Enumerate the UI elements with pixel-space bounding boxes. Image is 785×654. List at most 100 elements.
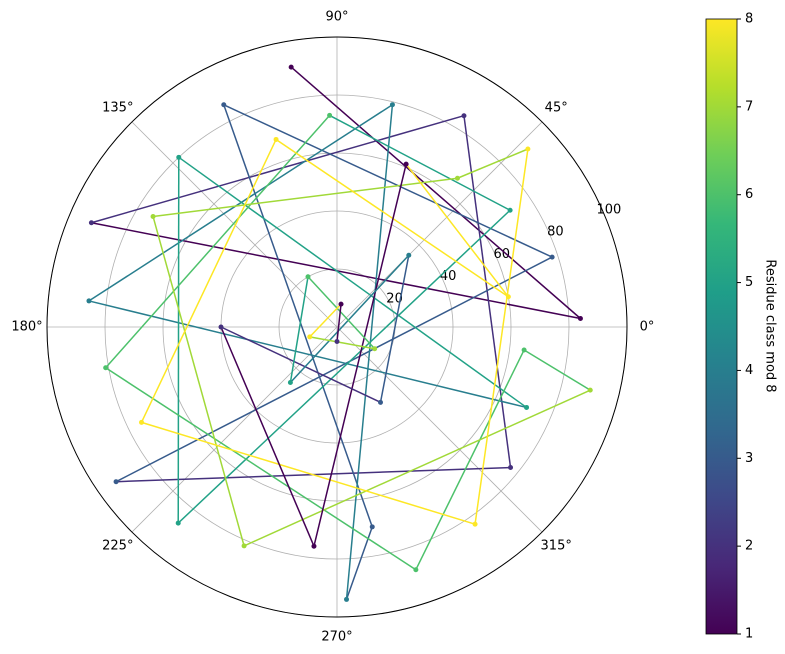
point: [549, 254, 555, 260]
segment: [329, 114, 511, 211]
segment: [91, 114, 465, 224]
segment: [289, 276, 309, 383]
colorbar-tick-label: 3: [745, 451, 753, 466]
point: [403, 161, 409, 167]
segment: [523, 349, 591, 391]
point: [372, 346, 378, 352]
colorbar-tick-label: 4: [745, 363, 753, 378]
segment: [115, 256, 553, 483]
segment: [105, 114, 331, 369]
segment: [223, 104, 553, 258]
point: [241, 543, 247, 549]
segment: [141, 421, 476, 525]
segment: [290, 66, 581, 320]
colorbar-tick-label: 8: [745, 12, 753, 27]
segment: [336, 304, 342, 342]
point: [338, 301, 344, 307]
point: [150, 213, 156, 219]
segment: [313, 163, 407, 547]
point: [461, 113, 467, 119]
polar-frame: [46, 36, 628, 618]
r-tick-label: 100: [597, 203, 622, 218]
segment: [140, 139, 277, 423]
point: [103, 365, 109, 371]
segment: [152, 216, 245, 547]
point: [176, 154, 182, 160]
segment: [457, 148, 529, 179]
r-grid-line: [104, 94, 570, 560]
colorbar-tick-label: 6: [745, 187, 753, 202]
segment: [309, 303, 342, 338]
point: [218, 324, 224, 330]
point: [508, 465, 514, 471]
segment: [275, 138, 509, 298]
segment: [105, 367, 417, 571]
point: [307, 334, 313, 340]
segment: [289, 254, 410, 384]
colorbar-tick-label: 2: [745, 539, 753, 554]
segment: [345, 104, 394, 600]
segment: [405, 163, 509, 298]
point: [175, 520, 181, 526]
colorbar-label: Residue class mod 8: [763, 259, 778, 392]
point: [454, 175, 460, 181]
point: [334, 339, 340, 344]
point: [406, 252, 412, 258]
point: [344, 596, 350, 602]
segment: [177, 209, 511, 524]
segment: [178, 156, 527, 409]
r-tick-label: 20: [386, 291, 403, 306]
segment: [177, 157, 180, 524]
theta-tick-label: 45°: [545, 100, 568, 115]
theta-tick-label: 90°: [325, 10, 348, 25]
point: [311, 543, 317, 549]
point: [389, 102, 395, 108]
segment: [474, 148, 529, 525]
segment: [220, 326, 315, 547]
point: [86, 298, 92, 304]
theta-tick-label: 0°: [640, 320, 655, 335]
point: [472, 521, 478, 527]
point: [524, 404, 530, 410]
theta-tick-label: 270°: [321, 630, 352, 645]
segment: [309, 336, 375, 350]
point: [525, 146, 531, 152]
r-tick-label: 80: [547, 225, 564, 240]
point: [113, 479, 119, 485]
segment: [415, 349, 525, 571]
theta-tick-label: 225°: [102, 539, 133, 554]
segment: [307, 276, 376, 350]
segment: [243, 389, 591, 547]
segment: [463, 115, 512, 468]
point: [577, 315, 583, 321]
point: [287, 380, 293, 386]
point: [139, 419, 145, 425]
segment: [220, 326, 381, 404]
point: [521, 347, 527, 353]
point: [413, 567, 419, 573]
point: [305, 274, 311, 280]
colorbar-tick-label: 7: [745, 99, 753, 114]
point: [587, 387, 593, 393]
segment: [379, 255, 410, 403]
theta-tick-label: 180°: [11, 320, 42, 335]
theta-tick-label: 315°: [541, 539, 572, 554]
point: [273, 136, 279, 142]
theta-grid-line: [131, 326, 338, 533]
segment: [88, 300, 527, 409]
point: [88, 220, 94, 226]
theta-grid-line: [336, 121, 543, 328]
theta-grid-line: [336, 326, 543, 533]
colorbar: [705, 18, 738, 635]
point: [327, 112, 333, 118]
segment: [88, 104, 393, 302]
r-grid-line: [162, 152, 512, 502]
point: [369, 524, 375, 530]
point: [505, 294, 511, 300]
colorbar-tick-label: 1: [745, 627, 753, 642]
point: [507, 207, 513, 213]
polar-plot: 0° 45° 90° 135° 180° 225° 270° 315° 20 40 60 80 100: [11, 10, 654, 645]
colorbar-tick-label: 5: [745, 275, 753, 290]
segment: [223, 104, 373, 528]
